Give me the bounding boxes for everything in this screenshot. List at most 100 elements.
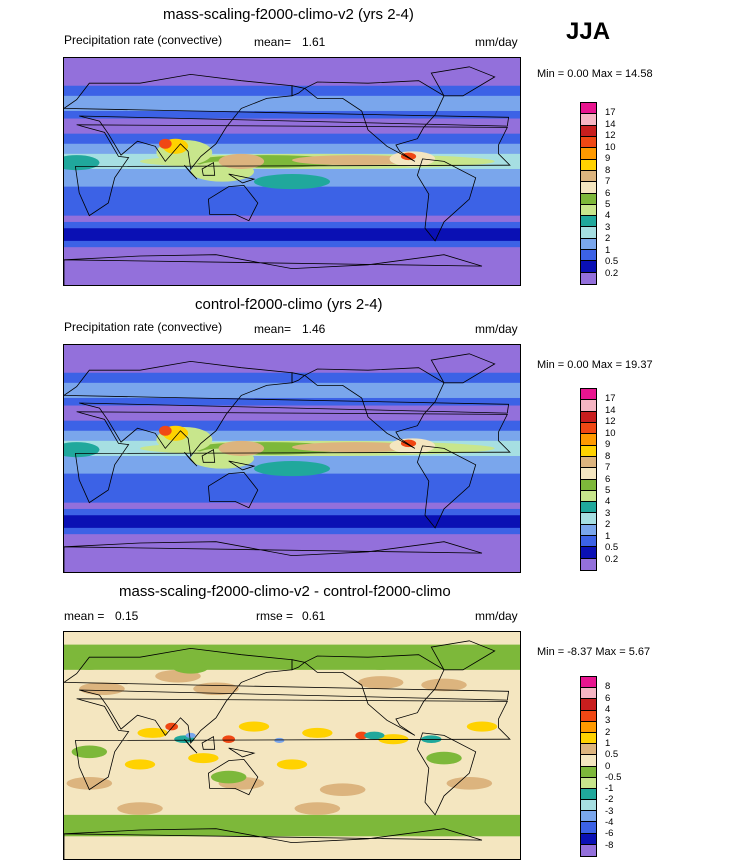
colorbar-tick-label: 9 xyxy=(605,439,611,451)
panel-2-units: mm/day xyxy=(475,322,518,336)
field-blob xyxy=(364,731,385,740)
season-label: JJA xyxy=(566,18,611,45)
colorbar-tick-label: -0.5 xyxy=(605,771,622,783)
colorbar-swatch xyxy=(581,833,596,845)
panel-3-minmax: Min = -8.37 Max = 5.67 xyxy=(537,646,651,658)
coastline xyxy=(291,372,306,384)
field-band xyxy=(64,814,520,837)
colorbar-tick-label: 0.2 xyxy=(605,267,619,279)
colorbar-tick-label: 17 xyxy=(605,393,616,405)
colorbar-tick-label: 14 xyxy=(605,118,616,130)
colorbar-swatch xyxy=(581,389,596,401)
field-blob xyxy=(79,682,125,696)
colorbar-swatch xyxy=(581,238,596,251)
colorbar-swatch xyxy=(581,490,596,503)
field-blob xyxy=(218,440,265,456)
field-blob xyxy=(218,153,265,169)
coastline xyxy=(64,828,483,859)
colorbar-swatch xyxy=(581,468,596,480)
colorbar-swatch xyxy=(581,788,596,801)
colorbar-tick-label: 6 xyxy=(605,692,611,704)
colorbar-swatch xyxy=(581,732,596,745)
colorbar-tick-label: 6 xyxy=(605,187,611,199)
colorbar-swatch xyxy=(581,766,596,778)
map-svg xyxy=(64,632,520,859)
colorbar-swatch xyxy=(581,811,596,823)
colorbar-tick-label: 14 xyxy=(605,404,616,416)
coastline xyxy=(201,736,216,750)
colorbar-swatch xyxy=(581,547,596,559)
colorbar-tick-label: -4 xyxy=(605,817,614,829)
coastline xyxy=(416,158,477,242)
panel-1-title: mass-scaling-f2000-climo-v2 (yrs 2-4) xyxy=(163,6,414,23)
colorbar-swatch xyxy=(581,479,596,491)
panel-1-units: mm/day xyxy=(475,35,518,49)
colorbar-swatch xyxy=(581,159,596,171)
panel-2-variable: Precipitation rate (convective) xyxy=(64,320,223,334)
panel-3-mean-value: 0.15 xyxy=(115,609,139,623)
coastline xyxy=(303,80,445,162)
colorbar-swatch xyxy=(581,411,596,423)
field-blob xyxy=(71,745,108,759)
colorbar-tick-label: 8 xyxy=(605,164,611,176)
colorbar-swatch xyxy=(581,844,596,856)
coastline xyxy=(303,367,445,449)
field-blob xyxy=(426,751,462,765)
field-blob xyxy=(446,777,493,790)
colorbar-tick-label: 12 xyxy=(605,416,616,428)
colorbar-swatch xyxy=(581,744,596,756)
colorbar-tick-label: 6 xyxy=(605,473,611,485)
panel-3-rmse-label: rmse = xyxy=(256,609,294,623)
coastline xyxy=(74,411,511,504)
coastline xyxy=(228,460,256,471)
panel-1-variable: Precipitation rate (convective) xyxy=(64,33,223,47)
colorbar-tick-label: 10 xyxy=(605,141,616,153)
field-band xyxy=(64,95,520,111)
colorbar-tick-label: 2 xyxy=(605,233,611,245)
colorbar-tick-label: 7 xyxy=(605,462,611,474)
colorbar-swatch xyxy=(581,216,596,228)
field-blob xyxy=(294,802,341,815)
map-svg xyxy=(64,58,520,285)
colorbar-swatch xyxy=(581,204,596,217)
colorbar-tick-label: 2 xyxy=(605,726,611,738)
field-blob xyxy=(302,727,333,738)
field-blob xyxy=(210,770,247,784)
field-blob xyxy=(137,727,168,738)
colorbar-swatch xyxy=(581,688,596,700)
colorbar-swatch xyxy=(581,103,596,115)
panel-2-colorbar xyxy=(580,388,597,571)
field-blob xyxy=(254,174,330,190)
colorbar-tick-label: 0.2 xyxy=(605,553,619,565)
colorbar-swatch xyxy=(581,513,596,525)
colorbar-tick-label: 9 xyxy=(605,153,611,165)
coastline xyxy=(207,184,259,222)
field-blob xyxy=(188,753,219,764)
colorbar-swatch xyxy=(581,677,596,689)
field-blob xyxy=(355,731,368,740)
panel-2-mean-label: mean= xyxy=(254,322,292,336)
field-blob xyxy=(185,732,196,738)
colorbar-tick-label: 4 xyxy=(605,703,611,715)
colorbar-tick-label: -8 xyxy=(605,839,614,851)
colorbar-swatch xyxy=(581,699,596,711)
coastline xyxy=(201,162,216,176)
coastline xyxy=(64,254,483,285)
coastline xyxy=(183,164,198,180)
colorbar-swatch xyxy=(581,227,596,239)
colorbar-swatch xyxy=(581,777,596,789)
colorbar-swatch xyxy=(581,822,596,834)
colorbar-swatch xyxy=(581,250,596,262)
panel-3-colorbar xyxy=(580,676,597,857)
panel-1-minmax: Min = 0.00 Max = 14.58 xyxy=(537,68,653,80)
colorbar-tick-label: 10 xyxy=(605,427,616,439)
colorbar-swatch xyxy=(581,261,596,273)
colorbar-swatch xyxy=(581,434,596,446)
coastline xyxy=(430,640,496,671)
coastline xyxy=(291,659,306,671)
colorbar-tick-label: 3 xyxy=(605,715,611,727)
colorbar-swatch xyxy=(581,170,596,183)
coastline xyxy=(207,471,259,509)
coastline xyxy=(291,85,306,97)
panel-3-rmse-value: 0.61 xyxy=(302,609,326,623)
